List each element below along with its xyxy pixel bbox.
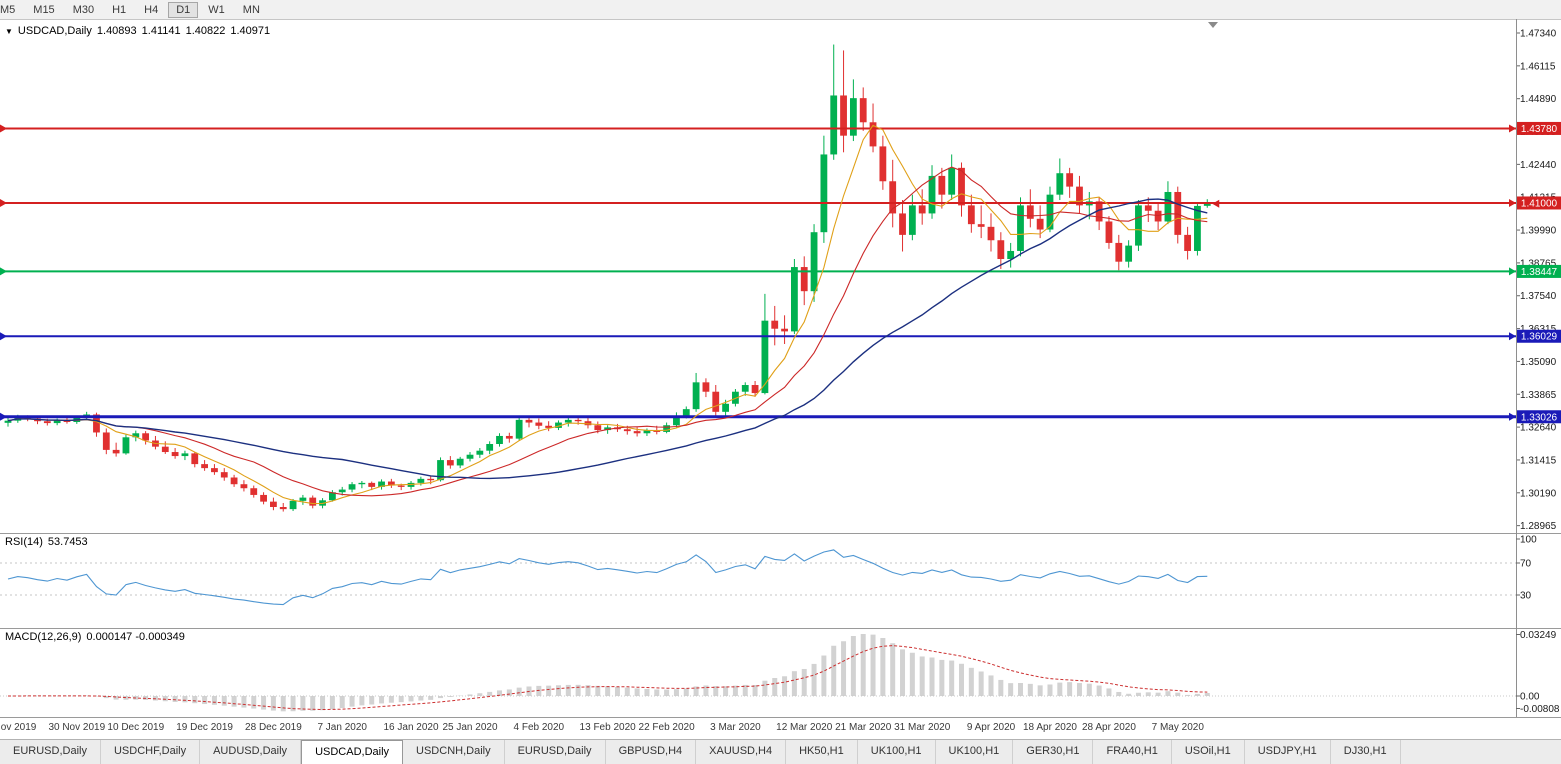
chart-tab-dj30-h1[interactable]: DJ30,H1 [1330,740,1401,764]
date-tick-label: 25 Jan 2020 [442,722,498,733]
date-tick-label: 12 Mar 2020 [776,722,833,733]
chart-shift-marker-icon[interactable] [1208,22,1218,28]
chart-tab-gbpusd-h4[interactable]: GBPUSD,H4 [605,740,697,764]
chart-tab-hk50-h1[interactable]: HK50,H1 [786,740,858,764]
moving-averages-layer [7,124,1208,505]
main-price-chart-canvas[interactable]: 1.473401.461151.448901.436651.424401.412… [0,19,1561,533]
rsi-value: 53.7453 [47,536,88,548]
timeframe-button-H1[interactable]: H1 [112,3,127,16]
chart-tab-uk100-h1[interactable]: UK100,H1 [857,740,936,764]
svg-text:1.30190: 1.30190 [1520,488,1557,499]
chart-title: ▼ USDCAD,Daily 1.40893 1.41141 1.40822 1… [5,25,270,37]
svg-text:1.38447: 1.38447 [1521,267,1558,278]
date-tick-label: 10 Dec 2019 [107,722,165,733]
svg-text:70: 70 [1520,559,1532,570]
svg-text:1.38765: 1.38765 [1520,258,1557,269]
date-tick-label: 30 Nov 2019 [48,722,106,733]
macd-values: 0.000147 -0.000349 [86,631,185,643]
macd-indicator-canvas[interactable]: 0.03249 0.00-0.00808 [0,628,1561,717]
svg-text:1.39990: 1.39990 [1520,226,1557,237]
svg-text:1.35090: 1.35090 [1520,357,1557,368]
chart-tab-uk100-h1[interactable]: UK100,H1 [935,740,1014,764]
candles-layer [4,44,1211,512]
date-tick-label: 7 May 2020 [1151,722,1204,733]
chart-tab-usoil-h1[interactable]: USOil,H1 [1171,740,1245,764]
svg-text:100: 100 [1520,535,1537,546]
last-price-arrow-icon [1212,199,1220,208]
date-tick-label: 22 Feb 2020 [638,722,695,733]
svg-text:1.44890: 1.44890 [1520,94,1557,105]
svg-text:1.31415: 1.31415 [1520,455,1557,466]
symbol-dropdown-icon[interactable]: ▼ [5,26,13,36]
svg-text:1.46115: 1.46115 [1520,61,1556,72]
date-tick-label: 28 Apr 2020 [1081,722,1136,733]
price-axis[interactable]: 1.473401.461151.448901.436651.424401.412… [1516,29,1561,533]
ohlc-open: 1.40893 [96,25,137,37]
date-tick-label: 28 Dec 2019 [245,722,302,733]
chart-tab-eurusd-daily[interactable]: EURUSD,Daily [0,740,101,764]
date-tick-label: 16 Jan 2020 [383,722,439,733]
ohlc-high: 1.41141 [141,25,181,37]
date-tick-label: 13 Feb 2020 [579,722,636,733]
chart-tab-audusd-daily[interactable]: AUDUSD,Daily [200,740,302,764]
timeframe-button-row: M5 M15 M30 H1 H4 D1 W1 MN [0,1,269,18]
timeframe-toolbar: M5 M15 M30 H1 H4 D1 W1 MN [0,0,1561,20]
ohlc-close: 1.40971 [230,25,271,37]
svg-text:-0.00808: -0.00808 [1520,704,1560,715]
svg-text:1.43780: 1.43780 [1521,124,1558,135]
timeframe-button-M5[interactable]: M5 [0,3,16,16]
chart-tab-fra40-h1[interactable]: FRA40,H1 [1093,740,1172,764]
chart-tab-usdcnh-daily[interactable]: USDCNH,Daily [403,740,505,764]
chart-symbol-label: USDCAD,Daily [17,25,92,37]
date-tick-label: 3 Mar 2020 [710,722,761,733]
date-tick-label: 18 Apr 2020 [1023,722,1077,733]
ohlc-low: 1.40822 [185,25,226,37]
svg-text:1.37540: 1.37540 [1520,291,1557,302]
svg-text:1.42440: 1.42440 [1520,160,1557,171]
chart-tab-usdjpy-h1[interactable]: USDJPY,H1 [1244,740,1331,764]
rsi-line [7,549,1208,606]
horizontal-levels-layer[interactable] [0,124,1516,421]
date-tick-label: 31 Mar 2020 [894,722,951,733]
date-tick-label: 7 Jan 2020 [317,722,367,733]
date-tick-label: 21 Mar 2020 [835,722,892,733]
macd-header: MACD(12,26,9) 0.000147 -0.000349 [5,631,185,643]
chart-tab-eurusd-daily[interactable]: EURUSD,Daily [504,740,606,764]
rsi-label: RSI(14) [5,536,43,548]
timeframe-button-H4[interactable]: H4 [144,3,159,16]
svg-text:1.33865: 1.33865 [1520,390,1557,401]
timeframe-button-MN[interactable]: MN [242,3,260,16]
chart-tab-usdchf-daily[interactable]: USDCHF,Daily [100,740,201,764]
timeframe-button-W1[interactable]: W1 [208,3,225,16]
timeframe-button-D1[interactable]: D1 [168,1,199,18]
svg-text:1.32640: 1.32640 [1520,423,1557,434]
date-tick-label: 4 Feb 2020 [513,722,565,733]
date-tick-label: 21 Nov 2019 [0,722,37,733]
svg-text:1.47340: 1.47340 [1520,29,1557,40]
timeframe-button-M30[interactable]: M30 [72,3,95,16]
svg-text:0.03249: 0.03249 [1520,630,1557,641]
svg-text:30: 30 [1520,591,1532,602]
chart-tab-ger30-h1[interactable]: GER30,H1 [1013,740,1094,764]
date-tick-label: 19 Dec 2019 [176,722,233,733]
timeframe-button-M15[interactable]: M15 [33,3,55,16]
macd-signal-line [8,645,1208,711]
rsi-header: RSI(14) 53.7453 [5,536,88,548]
svg-text:1.41000: 1.41000 [1521,198,1558,209]
svg-text:0.00: 0.00 [1520,692,1540,703]
chart-tab-usdcad-daily[interactable]: USDCAD,Daily [301,740,404,764]
chart-tab-bar: EURUSD,Daily USDCHF,Daily AUDUSD,Daily USDC… [0,739,1561,764]
macd-histogram [15,634,1210,712]
svg-text:1.28965: 1.28965 [1520,521,1557,532]
svg-text:1.36315: 1.36315 [1520,324,1557,335]
date-tick-label: 9 Apr 2020 [966,722,1016,733]
rsi-indicator-canvas[interactable]: 100 70 30 [0,533,1561,628]
svg-text:1.33026: 1.33026 [1521,412,1558,423]
macd-label: MACD(12,26,9) [5,631,82,643]
chart-tab-xauusd-h4[interactable]: XAUUSD,H4 [696,740,787,764]
svg-text:1.36029: 1.36029 [1521,332,1558,343]
